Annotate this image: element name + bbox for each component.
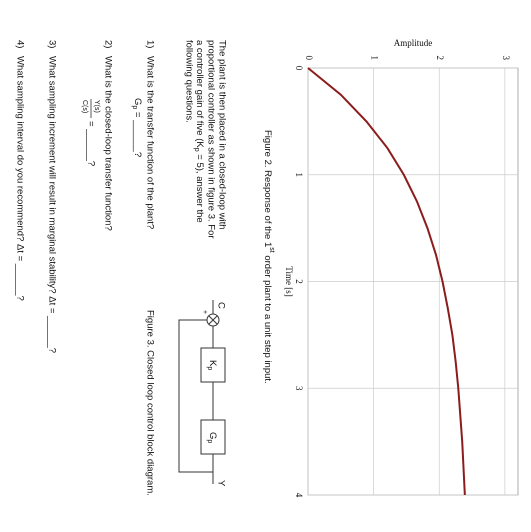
x-tick-label: 1 [294,173,304,178]
text: K [207,360,218,367]
answer-line: = ______? [85,121,96,166]
fraction-denominator: C(s) [81,100,88,113]
x-tick-label: 4 [294,493,304,498]
question-text: What sampling interval do you recommend?… [14,56,25,301]
subscript: p [193,148,200,152]
question-text: What is the transfer function of the pla… [144,56,155,229]
text: a controller gain of five (K [194,40,205,148]
text: = ______? [132,109,143,157]
paragraph-line: The plant is then placed in a closed-loo… [216,40,227,230]
caption-text: order plant to a unit step input. [262,253,273,384]
y-tick-label: 1 [370,56,380,61]
paragraph-line: following questions. [183,40,194,123]
question-text: What is the closed-loop transfer functio… [102,56,113,231]
subscript: p [206,366,213,370]
subscript: p [131,105,138,109]
question-number: 2) [102,40,113,48]
block-diagram: C + Kp Gp Y [178,300,226,487]
caption-sup: st [268,247,275,253]
paragraph-line: a controller gain of five (Kp = 5), answ… [193,40,206,223]
text: G [132,98,143,105]
figure-2: 0 1 2 3 4 0 1 2 3 Time [s] Amplitude [284,38,519,498]
text: G [207,432,218,439]
figure-caption: Figure 3. Closed loop control block diag… [144,310,155,496]
wire [208,315,218,325]
y-axis-label: Amplitude [394,38,433,48]
x-tick-label: 0 [294,66,304,71]
plant-label: Gp [206,432,219,443]
plus-sign: + [201,310,208,314]
x-tick-label: 3 [294,386,304,391]
feedback-wire [178,319,213,473]
paragraph-line: proportional controller as shown in figu… [205,40,216,239]
question-number: 4) [14,40,25,48]
y-tick-label: 0 [304,56,314,61]
y-tick-label: 3 [501,56,511,61]
question-number: 1) [144,40,155,48]
input-label: C [215,302,226,309]
y-tick-label: 2 [435,56,445,61]
x-axis-label: Time [s] [284,266,294,296]
text: = 5), answer the [194,152,205,223]
answer-line: Gp = ______? [131,98,144,157]
controller-label: Kp [206,360,219,370]
subscript: p [206,439,213,443]
output-label: Y [215,480,226,487]
question-number: 3) [46,40,57,48]
x-tick-label: 2 [294,279,304,284]
fraction-numerator: Y(s) [93,100,100,113]
figure-caption: Figure 2. Response of the 1st order plan… [262,130,274,384]
question-text: What sampling increment will result in m… [46,56,57,353]
data-line [307,67,466,496]
caption-text: Figure 2. Response of the 1 [262,130,273,247]
